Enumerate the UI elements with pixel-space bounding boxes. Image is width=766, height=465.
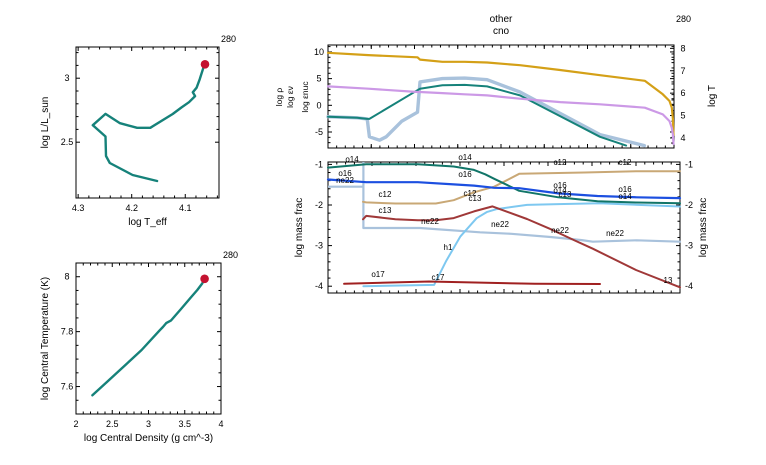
svg-text:4.1: 4.1 [179, 203, 192, 213]
svg-text:3: 3 [64, 73, 69, 83]
svg-text:log mass frac: log mass frac [294, 198, 305, 257]
svg-text:o14: o14 [553, 186, 567, 195]
svg-text:8: 8 [64, 272, 69, 282]
svg-text:3.5: 3.5 [179, 419, 192, 429]
svg-text:4: 4 [680, 133, 685, 143]
svg-text:4.2: 4.2 [125, 203, 138, 213]
svg-text:log Central Temperature (K): log Central Temperature (K) [40, 277, 51, 400]
svg-text:log T_eff: log T_eff [128, 217, 167, 228]
svg-text:-1: -1 [315, 159, 323, 169]
svg-text:-1: -1 [685, 159, 693, 169]
svg-text:5: 5 [316, 74, 321, 84]
svg-text:-2: -2 [315, 200, 323, 210]
svg-text:c13: c13 [469, 194, 482, 203]
svg-text:280: 280 [676, 14, 691, 24]
svg-text:2.5: 2.5 [61, 137, 74, 147]
svg-text:ne22: ne22 [606, 229, 624, 238]
svg-text:7.8: 7.8 [61, 327, 74, 337]
svg-text:ne22: ne22 [551, 226, 569, 235]
svg-text:-4: -4 [315, 281, 323, 291]
svg-text:3: 3 [146, 419, 151, 429]
svg-text:4: 4 [218, 419, 223, 429]
svg-text:c12: c12 [619, 158, 632, 167]
svg-text:c12: c12 [554, 158, 567, 167]
svg-text:o17: o17 [371, 270, 385, 279]
svg-text:6: 6 [680, 88, 685, 98]
svg-text:280: 280 [221, 34, 236, 44]
svg-text:log L/L_sun: log L/L_sun [40, 97, 51, 149]
svg-text:ne22: ne22 [336, 176, 354, 185]
svg-text:h1: h1 [444, 243, 453, 252]
svg-text:log εν: log εν [285, 86, 295, 108]
svg-text:ne22: ne22 [491, 220, 509, 229]
svg-text:o14: o14 [618, 192, 632, 201]
svg-text:log Central Density (g cm^-3): log Central Density (g cm^-3) [84, 433, 213, 444]
svg-text:0: 0 [316, 100, 321, 110]
svg-text:log εnuc: log εnuc [300, 81, 310, 113]
svg-text:4.3: 4.3 [72, 203, 85, 213]
svg-text:ne22: ne22 [421, 217, 439, 226]
svg-text:10: 10 [314, 47, 324, 57]
svg-text:5: 5 [680, 111, 685, 121]
svg-text:c12: c12 [379, 190, 392, 199]
svg-text:-3: -3 [315, 241, 323, 251]
svg-text:280: 280 [223, 250, 238, 260]
svg-text:o14: o14 [458, 153, 472, 162]
svg-text:log T: log T [707, 85, 718, 107]
svg-text:o16: o16 [458, 170, 472, 179]
svg-text:c17: c17 [432, 273, 445, 282]
svg-text:log ρ: log ρ [274, 88, 284, 107]
svg-text:-2: -2 [685, 200, 693, 210]
svg-text:2.5: 2.5 [106, 419, 119, 429]
svg-text:8: 8 [680, 43, 685, 53]
svg-text:2: 2 [73, 419, 78, 429]
svg-text:13: 13 [664, 276, 673, 285]
svg-text:7: 7 [680, 66, 685, 76]
svg-text:log mass frac: log mass frac [698, 198, 709, 257]
svg-text:c13: c13 [379, 206, 392, 215]
svg-text:cno: cno [493, 26, 510, 37]
svg-text:other: other [490, 14, 513, 25]
svg-text:-3: -3 [685, 241, 693, 251]
svg-text:-5: -5 [315, 127, 323, 137]
svg-text:7.6: 7.6 [61, 382, 74, 392]
svg-text:-4: -4 [685, 281, 693, 291]
svg-text:o14: o14 [345, 155, 359, 164]
